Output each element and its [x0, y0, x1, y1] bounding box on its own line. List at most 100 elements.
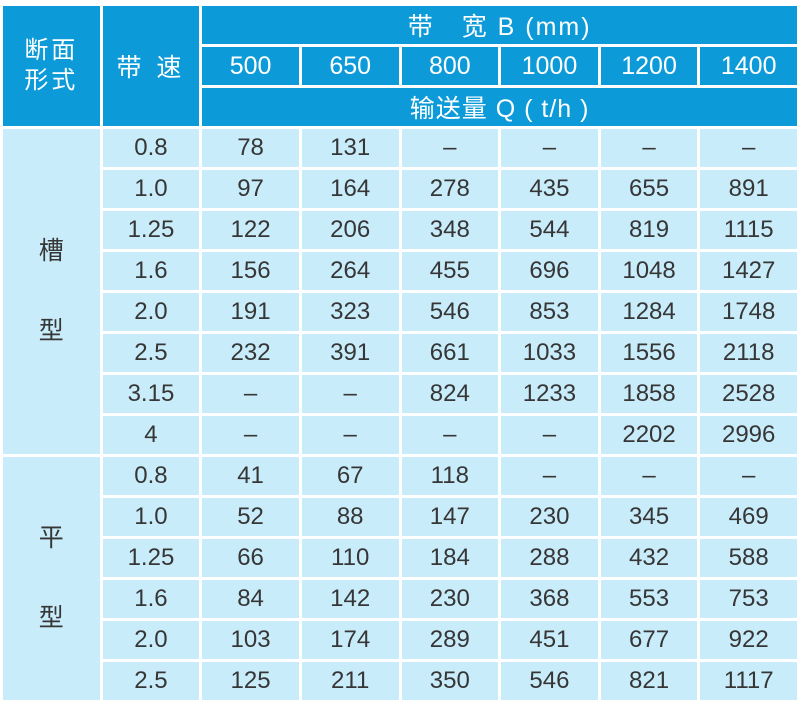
capacity-value: 553: [600, 580, 698, 618]
capacity-value: –: [301, 375, 399, 413]
section-label-char: 型: [38, 604, 64, 632]
table-row: 2.0 103 174 289 451 677 922: [3, 621, 797, 659]
capacity-value: 824: [401, 375, 499, 413]
speed-value: 2.5: [102, 662, 200, 700]
capacity-value: 753: [700, 580, 797, 618]
speed-value: 0.8: [102, 129, 200, 167]
capacity-value: 131: [301, 129, 399, 167]
capacity-value: 2118: [700, 334, 797, 372]
speed-value: 0.8: [102, 457, 200, 495]
header-row-2: 500 650 800 1000 1200 1400: [3, 47, 797, 85]
capacity-value: 2996: [700, 416, 797, 454]
capacity-value: 1233: [501, 375, 598, 413]
capacity-value: 97: [202, 170, 299, 208]
header-width-1000: 1000: [501, 47, 598, 85]
capacity-value: 469: [700, 498, 797, 536]
capacity-value: 66: [202, 539, 299, 577]
capacity-value: 1556: [600, 334, 698, 372]
section-label-char: 平: [38, 524, 64, 552]
capacity-value: 288: [501, 539, 598, 577]
table-row: 4– – – –2202 2996: [3, 416, 797, 454]
capacity-value: 1858: [600, 375, 698, 413]
capacity-value: 2528: [700, 375, 797, 413]
capacity-value: 432: [600, 539, 698, 577]
capacity-value: 264: [301, 252, 399, 290]
header-capacity: 输送量 Q ( t/h ): [202, 88, 797, 126]
table-row: 1.0 52 88 147 230 345 469: [3, 498, 797, 536]
capacity-value: 230: [501, 498, 598, 536]
header-width-1400: 1400: [700, 47, 797, 85]
header-width-1200: 1200: [600, 47, 698, 85]
capacity-value: 1033: [501, 334, 598, 372]
capacity-value: 184: [401, 539, 499, 577]
capacity-value: 118: [401, 457, 499, 495]
capacity-value: 348: [401, 211, 499, 249]
table-row: 平型 0.8 41 67 118– – –: [3, 457, 797, 700]
capacity-value: –: [700, 129, 797, 167]
section-label-char: 槽: [38, 237, 64, 265]
capacity-value: 922: [700, 621, 797, 659]
speed-value: 2.0: [102, 621, 200, 659]
header-width-800: 800: [401, 47, 499, 85]
capacity-value: –: [600, 129, 698, 167]
capacity-value: 1284: [600, 293, 698, 331]
capacity-value: 206: [301, 211, 399, 249]
section-label-flat: 平型: [3, 457, 100, 700]
capacity-value: 142: [301, 580, 399, 618]
capacity-value: 122: [202, 211, 299, 249]
capacity-value: 103: [202, 621, 299, 659]
capacity-value: 278: [401, 170, 499, 208]
capacity-value: 289: [401, 621, 499, 659]
capacity-value: 230: [401, 580, 499, 618]
capacity-value: –: [401, 129, 499, 167]
speed-value: 1.0: [102, 498, 200, 536]
capacity-value: 191: [202, 293, 299, 331]
capacity-value: 78: [202, 129, 299, 167]
capacity-value: 853: [501, 293, 598, 331]
capacity-value: 1048: [600, 252, 698, 290]
speed-value: 3.15: [102, 375, 200, 413]
capacity-value: 164: [301, 170, 399, 208]
table-row: 槽型 0.8 78 131– – – –: [3, 129, 797, 454]
speed-value: 1.6: [102, 252, 200, 290]
table-row: 3.15– –824 1233 1858 2528: [3, 375, 797, 413]
header-width-500: 500: [202, 47, 299, 85]
capacity-value: 125: [202, 662, 299, 700]
capacity-value: 661: [401, 334, 499, 372]
capacity-value: 819: [600, 211, 698, 249]
capacity-value: 451: [501, 621, 598, 659]
speed-value: 2.5: [102, 334, 200, 372]
capacity-value: 546: [401, 293, 499, 331]
capacity-value: 891: [700, 170, 797, 208]
speed-value: 4: [102, 416, 200, 454]
capacity-value: 84: [202, 580, 299, 618]
table-row: 2.0 191 323 546 853 1284 1748: [3, 293, 797, 331]
speed-value: 1.6: [102, 580, 200, 618]
capacity-value: –: [202, 375, 299, 413]
capacity-value: 2202: [600, 416, 698, 454]
capacity-value: 435: [501, 170, 598, 208]
capacity-value: 677: [600, 621, 698, 659]
capacity-value: 1748: [700, 293, 797, 331]
speed-value: 1.0: [102, 170, 200, 208]
capacity-value: –: [501, 457, 598, 495]
table-row: 2.5 125 211 350 546 821 1117: [3, 662, 797, 700]
capacity-value: 232: [202, 334, 299, 372]
capacity-value: 67: [301, 457, 399, 495]
table-row: 1.6 156 264 455 696 1048 1427: [3, 252, 797, 290]
capacity-value: –: [301, 416, 399, 454]
header-cross-section: 断面 形式: [3, 6, 100, 126]
capacity-value: 174: [301, 621, 399, 659]
capacity-value: 147: [401, 498, 499, 536]
section-label-trough: 槽型: [3, 129, 100, 454]
capacity-value: 368: [501, 580, 598, 618]
capacity-value: 52: [202, 498, 299, 536]
header-width-650: 650: [301, 47, 399, 85]
capacity-value: 110: [301, 539, 399, 577]
capacity-value: 41: [202, 457, 299, 495]
header-row-1: 断面 形式 带 速 带 宽 B (mm): [3, 6, 797, 126]
capacity-table: 断面 形式 带 速 带 宽 B (mm) 500 650 800 1000 12…: [0, 3, 800, 703]
capacity-value: 821: [600, 662, 698, 700]
table-row: 2.5 232 391 661 1033 1556 2118: [3, 334, 797, 372]
table-row: 1.6 84 142 230 368 553 753: [3, 580, 797, 618]
